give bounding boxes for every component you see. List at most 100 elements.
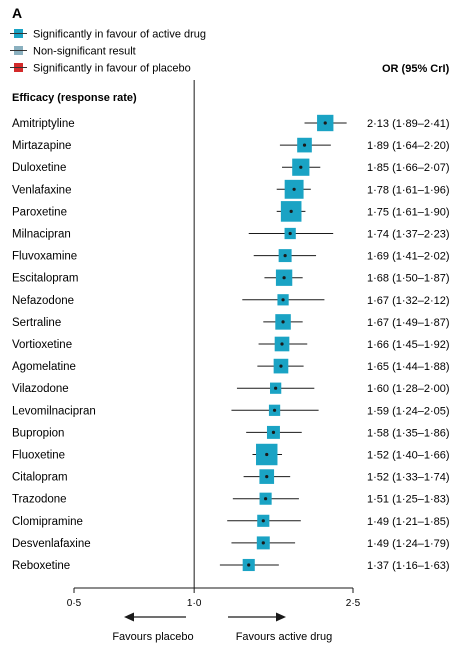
drug-label: Reboxetine [12, 560, 70, 572]
or-ci-value: 1·58 (1·35–1·86) [367, 427, 450, 439]
forest-row: Duloxetine 1·85 (1·66–2·07) [12, 158, 450, 176]
point-estimate [323, 121, 327, 125]
point-estimate [271, 430, 276, 434]
forest-row: Levomilnacipran 1·59 (1·24–2·05) [12, 404, 450, 417]
favours-active-label: Favours active drug [236, 631, 333, 643]
forest-row: Amitriptyline 2·13 (1·89–2·41) [12, 114, 450, 132]
section-header: Efficacy (response rate) [12, 92, 137, 104]
forest-row: Escitalopram 1·68 (1·50–1·87) [12, 269, 450, 286]
drug-label: Milnacipran [12, 229, 71, 241]
favours-placebo: Favours placebo [112, 612, 194, 643]
forest-rows: Amitriptyline 2·13 (1·89–2·41) Mirtazapine… [12, 114, 450, 572]
drug-label: Fluoxetine [12, 450, 65, 462]
or-ci-value: 1·85 (1·66–2·07) [367, 162, 450, 174]
point-estimate [263, 497, 268, 501]
forest-row: Nefazodone 1·67 (1·32–2·12) [12, 294, 450, 307]
ci-column-header: OR (95% CrI) [382, 63, 450, 75]
drug-label: Duloxetine [12, 162, 66, 174]
drug-label: Clomipramine [12, 516, 83, 528]
or-ci-value: 1·69 (1·41–2·02) [367, 251, 450, 263]
or-ci-value: 1·78 (1·61–1·96) [367, 184, 450, 196]
or-ci-value: 1·52 (1·33–1·74) [367, 472, 450, 484]
x-tick-label: 2·5 [346, 598, 361, 609]
point-estimate [302, 143, 307, 147]
or-ci-value: 1·37 (1·16–1·63) [367, 560, 450, 572]
forest-row: Trazodone 1·51 (1·25–1·83) [12, 492, 450, 506]
point-estimate [265, 475, 269, 479]
point-estimate [299, 165, 303, 169]
or-ci-value: 1·51 (1·25–1·83) [367, 494, 450, 506]
or-ci-value: 1·75 (1·61–1·90) [367, 206, 450, 218]
drug-label: Citalopram [12, 472, 68, 484]
x-axis-ticks: 0·5 1·0 2·5 [67, 588, 361, 609]
drug-label: Vortioxetine [12, 339, 72, 351]
drug-label: Venlafaxine [12, 184, 71, 196]
or-ci-value: 1·49 (1·21–1·85) [367, 516, 450, 528]
or-ci-value: 1·66 (1·45–1·92) [367, 339, 450, 351]
arrow-right-icon [276, 612, 286, 622]
drug-label: Fluvoxamine [12, 251, 77, 263]
favours-placebo-label: Favours placebo [112, 631, 193, 643]
drug-label: Agomelatine [12, 361, 76, 373]
legend-label-active: Significantly in favour of active drug [33, 29, 206, 41]
forest-row: Bupropion 1·58 (1·35–1·86) [12, 425, 450, 439]
forest-row: Mirtazapine 1·89 (1·64–2·20) [12, 137, 450, 153]
drug-label: Sertraline [12, 317, 61, 329]
point-estimate [283, 254, 287, 258]
drug-label: Vilazodone [12, 383, 69, 395]
or-ci-value: 1·49 (1·24–1·79) [367, 538, 450, 550]
forest-row: Clomipramine 1·49 (1·21–1·85) [12, 514, 450, 528]
legend-label-placebo: Significantly in favour of placebo [33, 63, 191, 75]
point-estimate [247, 563, 251, 567]
legend: Significantly in favour of active drug N… [10, 29, 206, 75]
point-estimate [281, 320, 285, 324]
arrow-left-icon [124, 612, 134, 622]
drug-label: Levomilnacipran [12, 405, 96, 417]
point-estimate [261, 519, 265, 523]
x-tick-label: 0·5 [67, 598, 82, 609]
point-estimate [292, 187, 296, 191]
point-estimate [279, 364, 283, 368]
point-estimate [289, 209, 293, 213]
or-ci-value: 1·67 (1·32–2·12) [367, 295, 450, 307]
forest-row: Milnacipran 1·74 (1·37–2·23) [12, 227, 450, 241]
forest-row: Fluoxetine 1·52 (1·40–1·66) [12, 443, 450, 466]
or-ci-value: 1·52 (1·40–1·66) [367, 450, 450, 462]
forest-row: Sertraline 1·67 (1·49–1·87) [12, 314, 450, 330]
point-estimate [280, 342, 284, 346]
point-estimate [265, 452, 269, 457]
forest-row: Venlafaxine 1·78 (1·61–1·96) [12, 179, 450, 199]
or-ci-value: 1·68 (1·50–1·87) [367, 273, 450, 285]
point-estimate [288, 231, 292, 236]
forest-row: Agomelatine 1·65 (1·44–1·88) [12, 358, 450, 374]
or-ci-value: 2·13 (1·89–2·41) [367, 118, 450, 130]
point-estimate [272, 408, 277, 412]
forest-row: Paroxetine 1·75 (1·61–1·90) [12, 201, 450, 222]
point-estimate [261, 541, 265, 545]
forest-row: Fluvoxamine 1·69 (1·41–2·02) [12, 249, 450, 263]
drug-label: Escitalopram [12, 273, 78, 285]
drug-label: Trazodone [12, 494, 67, 506]
forest-row: Desvenlafaxine 1·49 (1·24–1·79) [12, 536, 450, 550]
or-ci-value: 1·74 (1·37–2·23) [367, 229, 450, 241]
or-ci-value: 1·60 (1·28–2·00) [367, 383, 450, 395]
or-ci-value: 1·67 (1·49–1·87) [367, 317, 450, 329]
drug-label: Nefazodone [12, 295, 74, 307]
drug-label: Bupropion [12, 427, 64, 439]
legend-label-nonsig: Non-significant result [33, 46, 136, 58]
drug-label: Amitriptyline [12, 118, 75, 130]
forest-row: Reboxetine 1·37 (1·16–1·63) [12, 558, 450, 572]
drug-label: Paroxetine [12, 206, 67, 218]
forest-row: Citalopram 1·52 (1·33–1·74) [12, 469, 450, 484]
point-estimate [282, 276, 286, 280]
or-ci-value: 1·59 (1·24–2·05) [367, 405, 450, 417]
x-tick-label: 1·0 [187, 598, 202, 609]
forest-row: Vilazodone 1·60 (1·28–2·00) [12, 382, 450, 395]
forest-row: Vortioxetine 1·66 (1·45–1·92) [12, 336, 450, 352]
drug-label: Desvenlafaxine [12, 538, 91, 550]
point-estimate [281, 298, 285, 302]
panel-label: A [12, 5, 22, 21]
favours-active: Favours active drug [228, 612, 333, 643]
point-estimate [274, 386, 278, 390]
